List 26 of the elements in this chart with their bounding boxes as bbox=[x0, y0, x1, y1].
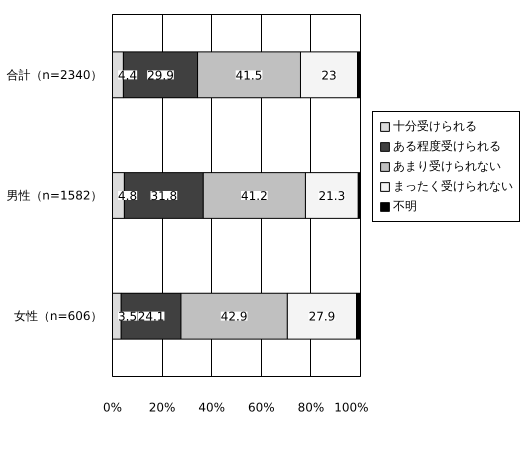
data-label: 3.5 bbox=[118, 310, 138, 324]
data-label: 23 bbox=[321, 68, 337, 82]
data-label: 31.8 bbox=[150, 189, 178, 203]
x-tick-label: 40% bbox=[198, 400, 226, 414]
legend-label: 十分受けられる bbox=[393, 118, 477, 135]
data-label: 41.2 bbox=[240, 189, 268, 203]
data-label: 21.3 bbox=[318, 189, 346, 203]
data-label: 27.9 bbox=[308, 310, 336, 324]
legend-label: あまり受けられない bbox=[393, 158, 501, 175]
y-tick-label: 男性（n=1582） bbox=[6, 188, 103, 202]
data-label: 24.1 bbox=[138, 310, 164, 324]
x-tick-label: 0% bbox=[102, 400, 122, 414]
data-label: 29.9 bbox=[147, 68, 174, 82]
data-label: 42.9 bbox=[220, 310, 248, 324]
data-label: 41.5 bbox=[236, 68, 262, 82]
legend-label: まったく受けられない bbox=[393, 178, 513, 195]
y-tick-label: 合計（n=2340） bbox=[6, 68, 103, 82]
legend-label: ある程度受けられる bbox=[393, 138, 501, 155]
data-label: 4.4 bbox=[118, 68, 138, 82]
x-tick-label: 100% bbox=[334, 400, 369, 414]
legend-label: 不明 bbox=[393, 198, 417, 215]
x-tick-label: 60% bbox=[248, 400, 275, 414]
x-tick-label: 20% bbox=[148, 400, 176, 414]
data-label: 4.8 bbox=[118, 189, 138, 203]
x-tick-label: 80% bbox=[298, 400, 324, 414]
y-tick-label: 女性（n=606） bbox=[14, 309, 103, 324]
